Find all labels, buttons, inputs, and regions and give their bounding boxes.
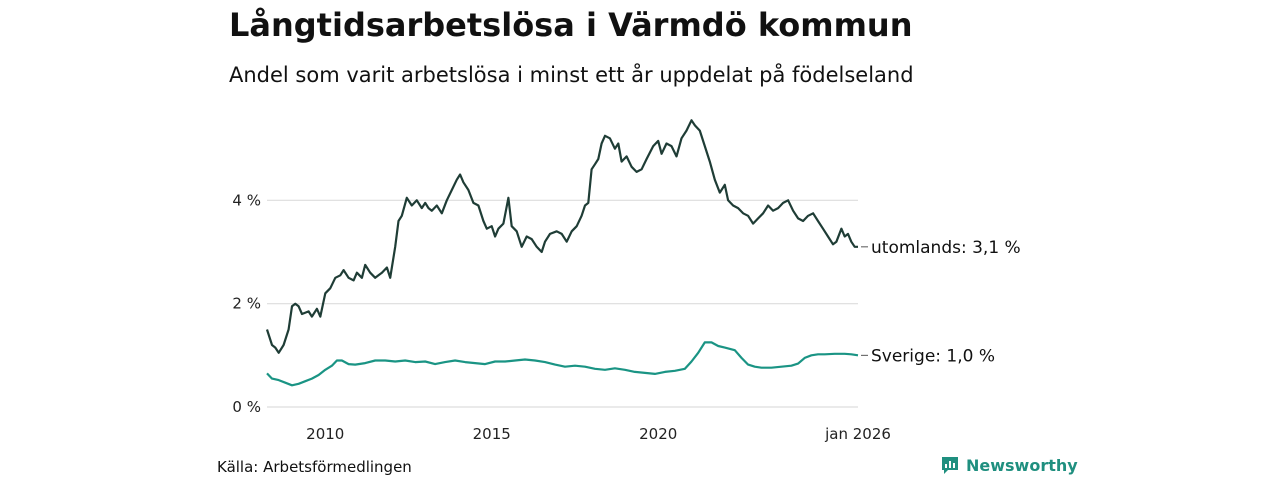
end-label-sverige: Sverige: 1,0 %: [871, 346, 995, 366]
end-labels: utomlands: 3,1 % Sverige: 1,0 %: [861, 238, 1021, 366]
x-tick-label: jan 2026: [824, 425, 891, 443]
brand-logo: Newsworthy: [940, 455, 1078, 475]
y-tick-label: 4 %: [232, 191, 261, 209]
y-tick-label: 2 %: [232, 295, 261, 313]
series-lines: [265, 119, 859, 387]
x-tick-label: 2010: [306, 425, 344, 443]
series-line-utomlands: [265, 119, 858, 354]
x-tick-label: 2020: [639, 425, 677, 443]
chart-title: Långtidsarbetslösa i Värmdö kommun: [229, 6, 913, 44]
end-label-utomlands: utomlands: 3,1 %: [871, 238, 1021, 258]
y-axis-ticks: 0 % 2 % 4 %: [232, 191, 261, 416]
newsworthy-logo-icon: [942, 457, 958, 474]
x-axis-ticks: 2010 2015 2020 jan 2026: [306, 425, 891, 443]
source-note: Källa: Arbetsförmedlingen: [217, 458, 412, 476]
y-tick-label: 0 %: [232, 398, 261, 416]
chart-subtitle: Andel som varit arbetslösa i minst ett å…: [229, 63, 914, 87]
series-line-sverige: [266, 341, 859, 387]
brand-name: Newsworthy: [966, 455, 1078, 475]
gridlines: [267, 199, 858, 408]
x-tick-label: 2015: [473, 425, 511, 443]
